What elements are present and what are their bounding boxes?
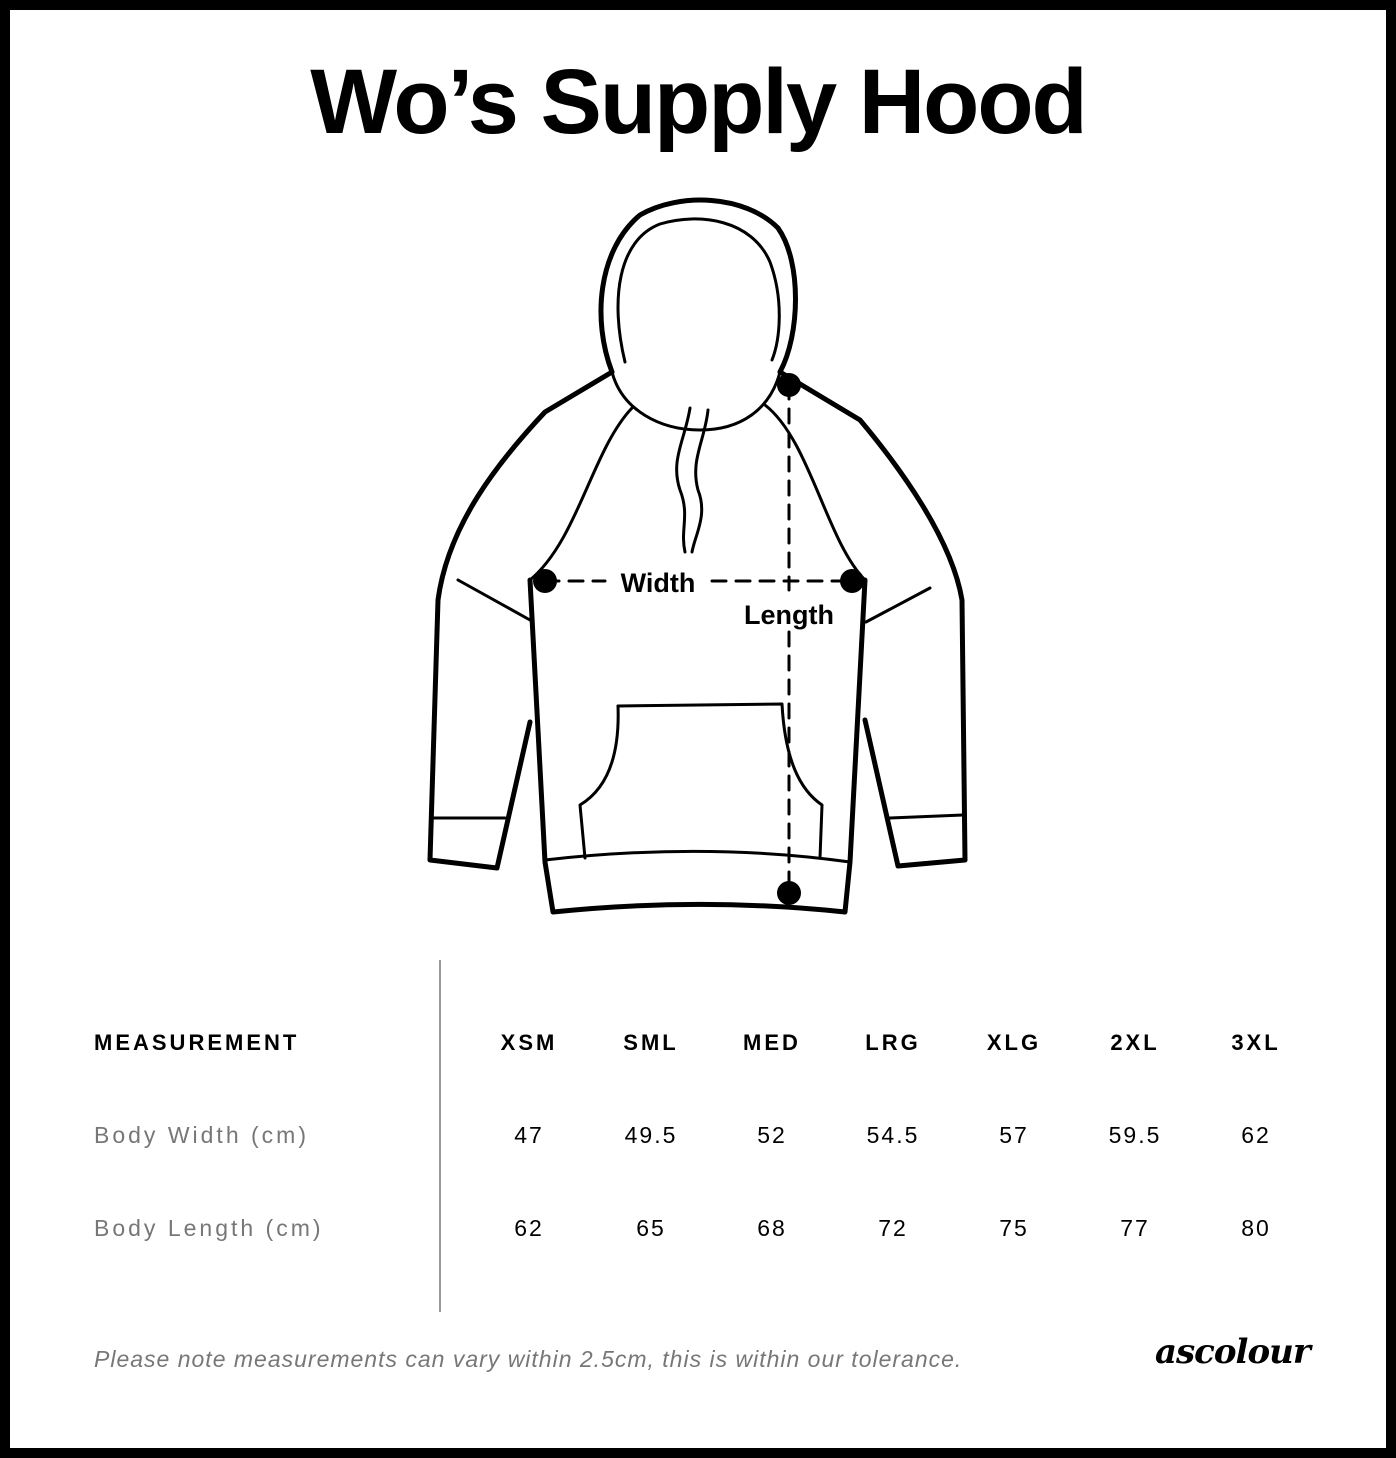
table-row: Body Width (cm) 47 49.5 52 54.5 57 59.5 … (0, 1122, 1396, 1152)
table-header: MEASUREMENT XSM SML MED LRG XLG 2XL 3XL (0, 1030, 1396, 1060)
size-2xl: 2XL (1110, 1030, 1160, 1055)
hoodie-outline (427, 197, 968, 915)
brand-logo: ascolour (1155, 1332, 1311, 1372)
table-cell: 68 (757, 1215, 787, 1241)
table-cell: 72 (878, 1215, 908, 1241)
size-xsm: XSM (500, 1030, 558, 1055)
table-divider (439, 960, 441, 1312)
table-row: Body Length (cm) 62 65 68 72 75 77 80 (0, 1215, 1396, 1245)
size-3xl: 3XL (1231, 1030, 1281, 1055)
size-lrg: LRG (865, 1030, 921, 1055)
table-cell: 75 (999, 1215, 1029, 1241)
table-cell: 47 (514, 1122, 544, 1148)
table-cell: 54.5 (866, 1122, 920, 1148)
table-cell: 57 (999, 1122, 1029, 1148)
size-xlg: XLG (986, 1030, 1042, 1055)
measure-points (533, 373, 864, 905)
measure-lines (543, 383, 854, 895)
table-cell: 52 (757, 1122, 787, 1148)
table-cell: 77 (1120, 1215, 1150, 1241)
row-label: Body Length (cm) (94, 1215, 324, 1241)
row-label: Body Width (cm) (94, 1122, 309, 1148)
hoodie-seams (430, 217, 965, 864)
table-cell: 62 (514, 1215, 544, 1241)
table-cell: 62 (1241, 1122, 1271, 1148)
tolerance-note: Please note measurements can vary within… (94, 1346, 963, 1372)
table-cell: 65 (636, 1215, 666, 1241)
length-label: Length (744, 600, 834, 630)
header-label: MEASUREMENT (94, 1030, 300, 1055)
size-med: MED (743, 1030, 801, 1055)
table-cell: 49.5 (624, 1122, 678, 1148)
width-label: Width (621, 568, 696, 598)
table-cell: 59.5 (1108, 1122, 1162, 1148)
hoodie-diagram: Width Length (427, 197, 968, 915)
page-title: Wo’s Supply Hood (310, 51, 1088, 153)
table-cell: 80 (1241, 1215, 1271, 1241)
size-sml: SML (623, 1030, 679, 1055)
